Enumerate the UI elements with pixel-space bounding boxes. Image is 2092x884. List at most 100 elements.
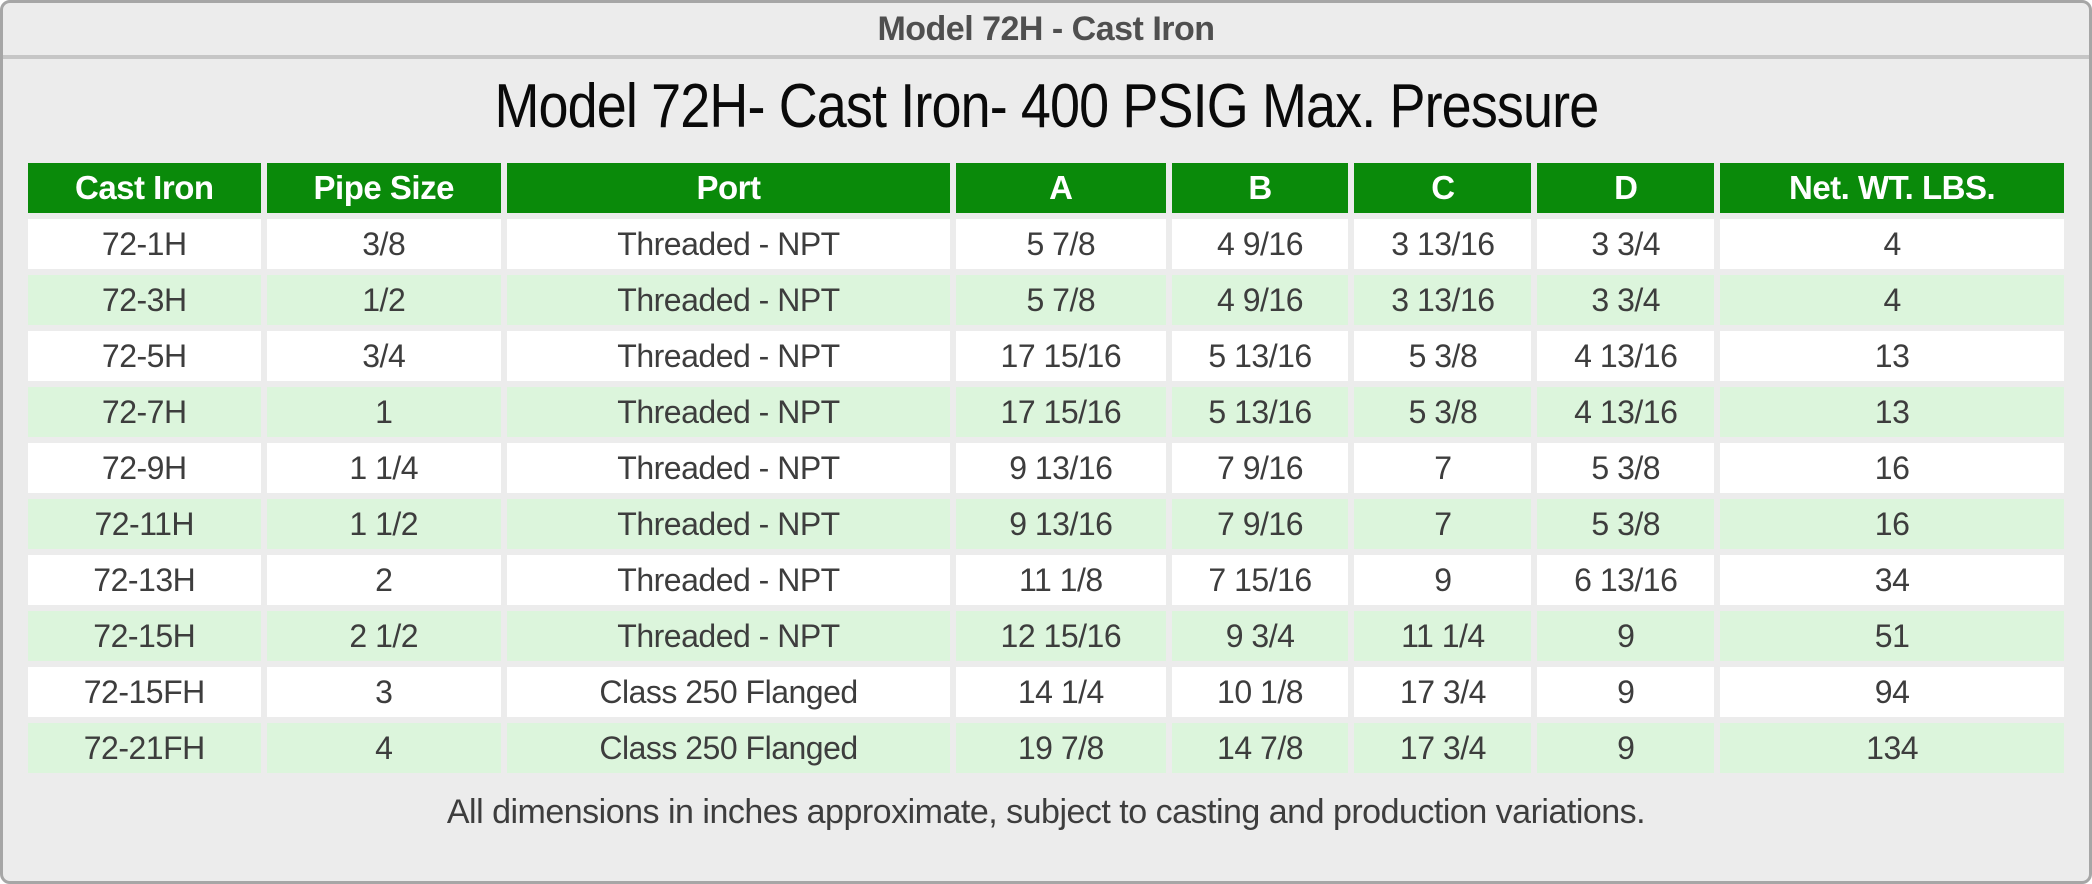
table-row: 72-9H 1 1/4 Threaded - NPT 9 13/16 7 9/16 7 5 … [28,443,2064,493]
table-row: 72-15H 2 1/2 Threaded - NPT 12 15/16 9 3/4 11… [28,611,2064,661]
table-cell: 11 1/8 [956,555,1166,605]
table-cell: Class 250 Flanged [506,723,951,773]
dimensions-table: Cast Iron Pipe Size Port A B C D Net. WT… [22,157,2070,779]
table-cell: 5 3/8 [1354,331,1532,381]
table-cell: 17 15/16 [956,331,1166,381]
table-cell: 14 1/4 [956,667,1166,717]
table-cell: Threaded - NPT [506,499,951,549]
table-cell: 12 15/16 [956,611,1166,661]
table-cell: 72-1H [28,219,261,269]
table-cell: 9 [1537,723,1715,773]
table-row: 72-11H 1 1/2 Threaded - NPT 9 13/16 7 9/16 7 5… [28,499,2064,549]
table-cell: Threaded - NPT [506,275,951,325]
table-cell: 3/4 [266,331,501,381]
table-cell: 5 3/8 [1537,443,1715,493]
table-row: 72-3H 1/2 Threaded - NPT 5 7/8 4 9/16 3 13/16… [28,275,2064,325]
table-cell: 4 13/16 [1537,387,1715,437]
table-cell: 72-3H [28,275,261,325]
table-cell: 9 [1354,555,1532,605]
table-row: 72-13H 2 Threaded - NPT 11 1/8 7 15/16 9 6 13/… [28,555,2064,605]
table-cell: 72-15FH [28,667,261,717]
table-cell: 2 1/2 [266,611,501,661]
table-cell: 94 [1720,667,2064,717]
column-header-a: A [956,163,1166,213]
table-cell: 7 9/16 [1171,443,1349,493]
table-cell: 13 [1720,331,2064,381]
table-cell: 3 13/16 [1354,275,1532,325]
table-cell: 17 15/16 [956,387,1166,437]
table-cell: 2 [266,555,501,605]
table-cell: 16 [1720,443,2064,493]
table-cell: 4 9/16 [1171,219,1349,269]
column-header-cast-iron: Cast Iron [28,163,261,213]
table-cell: 7 9/16 [1171,499,1349,549]
table-cell: 72-21FH [28,723,261,773]
column-header-b: B [1171,163,1349,213]
table-cell: 4 [1720,219,2064,269]
table-cell: 5 3/8 [1354,387,1532,437]
table-cell: 1 1/4 [266,443,501,493]
table-cell: 1/2 [266,275,501,325]
table-cell: Threaded - NPT [506,387,951,437]
table-cell: 4 9/16 [1171,275,1349,325]
table-cell: 72-5H [28,331,261,381]
table-cell: 14 7/8 [1171,723,1349,773]
table-cell: 51 [1720,611,2064,661]
column-header-net-wt: Net. WT. LBS. [1720,163,2064,213]
table-cell: 19 7/8 [956,723,1166,773]
table-row: 72-7H 1 Threaded - NPT 17 15/16 5 13/16 5 3/8… [28,387,2064,437]
table-cell: 1 [266,387,501,437]
column-header-d: D [1537,163,1715,213]
table-cell: 4 [1720,275,2064,325]
table-cell: Threaded - NPT [506,331,951,381]
column-header-c: C [1354,163,1532,213]
table-cell: 9 3/4 [1171,611,1349,661]
table-row: 72-1H 3/8 Threaded - NPT 5 7/8 4 9/16 3 13/16… [28,219,2064,269]
table-cell: 3 3/4 [1537,275,1715,325]
table-cell: 72-15H [28,611,261,661]
footnote: All dimensions in inches approximate, su… [446,793,1646,831]
table-cell: 5 13/16 [1171,387,1349,437]
page-title: Model 72H- Cast Iron- 400 PSIG Max. Pres… [22,69,2070,145]
table-cell: 72-13H [28,555,261,605]
table-cell: Threaded - NPT [506,611,951,661]
table-cell: 7 [1354,499,1532,549]
table-cell: Threaded - NPT [506,555,951,605]
table-cell: 11 1/4 [1354,611,1532,661]
table-cell: 9 13/16 [956,443,1166,493]
table-cell: 6 13/16 [1537,555,1715,605]
panel-header-title: Model 72H - Cast Iron [877,9,1215,48]
table-cell: 17 3/4 [1354,667,1532,717]
column-header-port: Port [506,163,951,213]
table-cell: 4 [266,723,501,773]
table-cell: 5 13/16 [1171,331,1349,381]
table-cell: 1 1/2 [266,499,501,549]
table-cell: 5 7/8 [956,275,1166,325]
table-cell: 7 [1354,443,1532,493]
table-cell: 9 [1537,611,1715,661]
table-cell: 34 [1720,555,2064,605]
page-title-text: Model 72H- Cast Iron- 400 PSIG Max. Pres… [494,72,1599,141]
panel-header: Model 72H - Cast Iron [3,3,2089,59]
table-row: 72-5H 3/4 Threaded - NPT 17 15/16 5 13/16 5 3… [28,331,2064,381]
table-cell: Threaded - NPT [506,219,951,269]
table-cell: 72-11H [28,499,261,549]
table-cell: 72-9H [28,443,261,493]
table-cell: 3 13/16 [1354,219,1532,269]
table-cell: 16 [1720,499,2064,549]
table-header-row: Cast Iron Pipe Size Port A B C D Net. WT… [28,163,2064,213]
table-cell: 17 3/4 [1354,723,1532,773]
table-cell: 7 15/16 [1171,555,1349,605]
panel-content: Model 72H- Cast Iron- 400 PSIG Max. Pres… [3,69,2089,832]
table-cell: 72-7H [28,387,261,437]
table-cell: 4 13/16 [1537,331,1715,381]
table-row: 72-21FH 4 Class 250 Flanged 19 7/8 14 7/8 17 … [28,723,2064,773]
table-cell: 3/8 [266,219,501,269]
table-cell: 10 1/8 [1171,667,1349,717]
table-cell: Threaded - NPT [506,443,951,493]
table-row: 72-15FH 3 Class 250 Flanged 14 1/4 10 1/8 17 … [28,667,2064,717]
column-header-pipe-size: Pipe Size [266,163,501,213]
table-cell: 3 3/4 [1537,219,1715,269]
table-cell: 9 13/16 [956,499,1166,549]
